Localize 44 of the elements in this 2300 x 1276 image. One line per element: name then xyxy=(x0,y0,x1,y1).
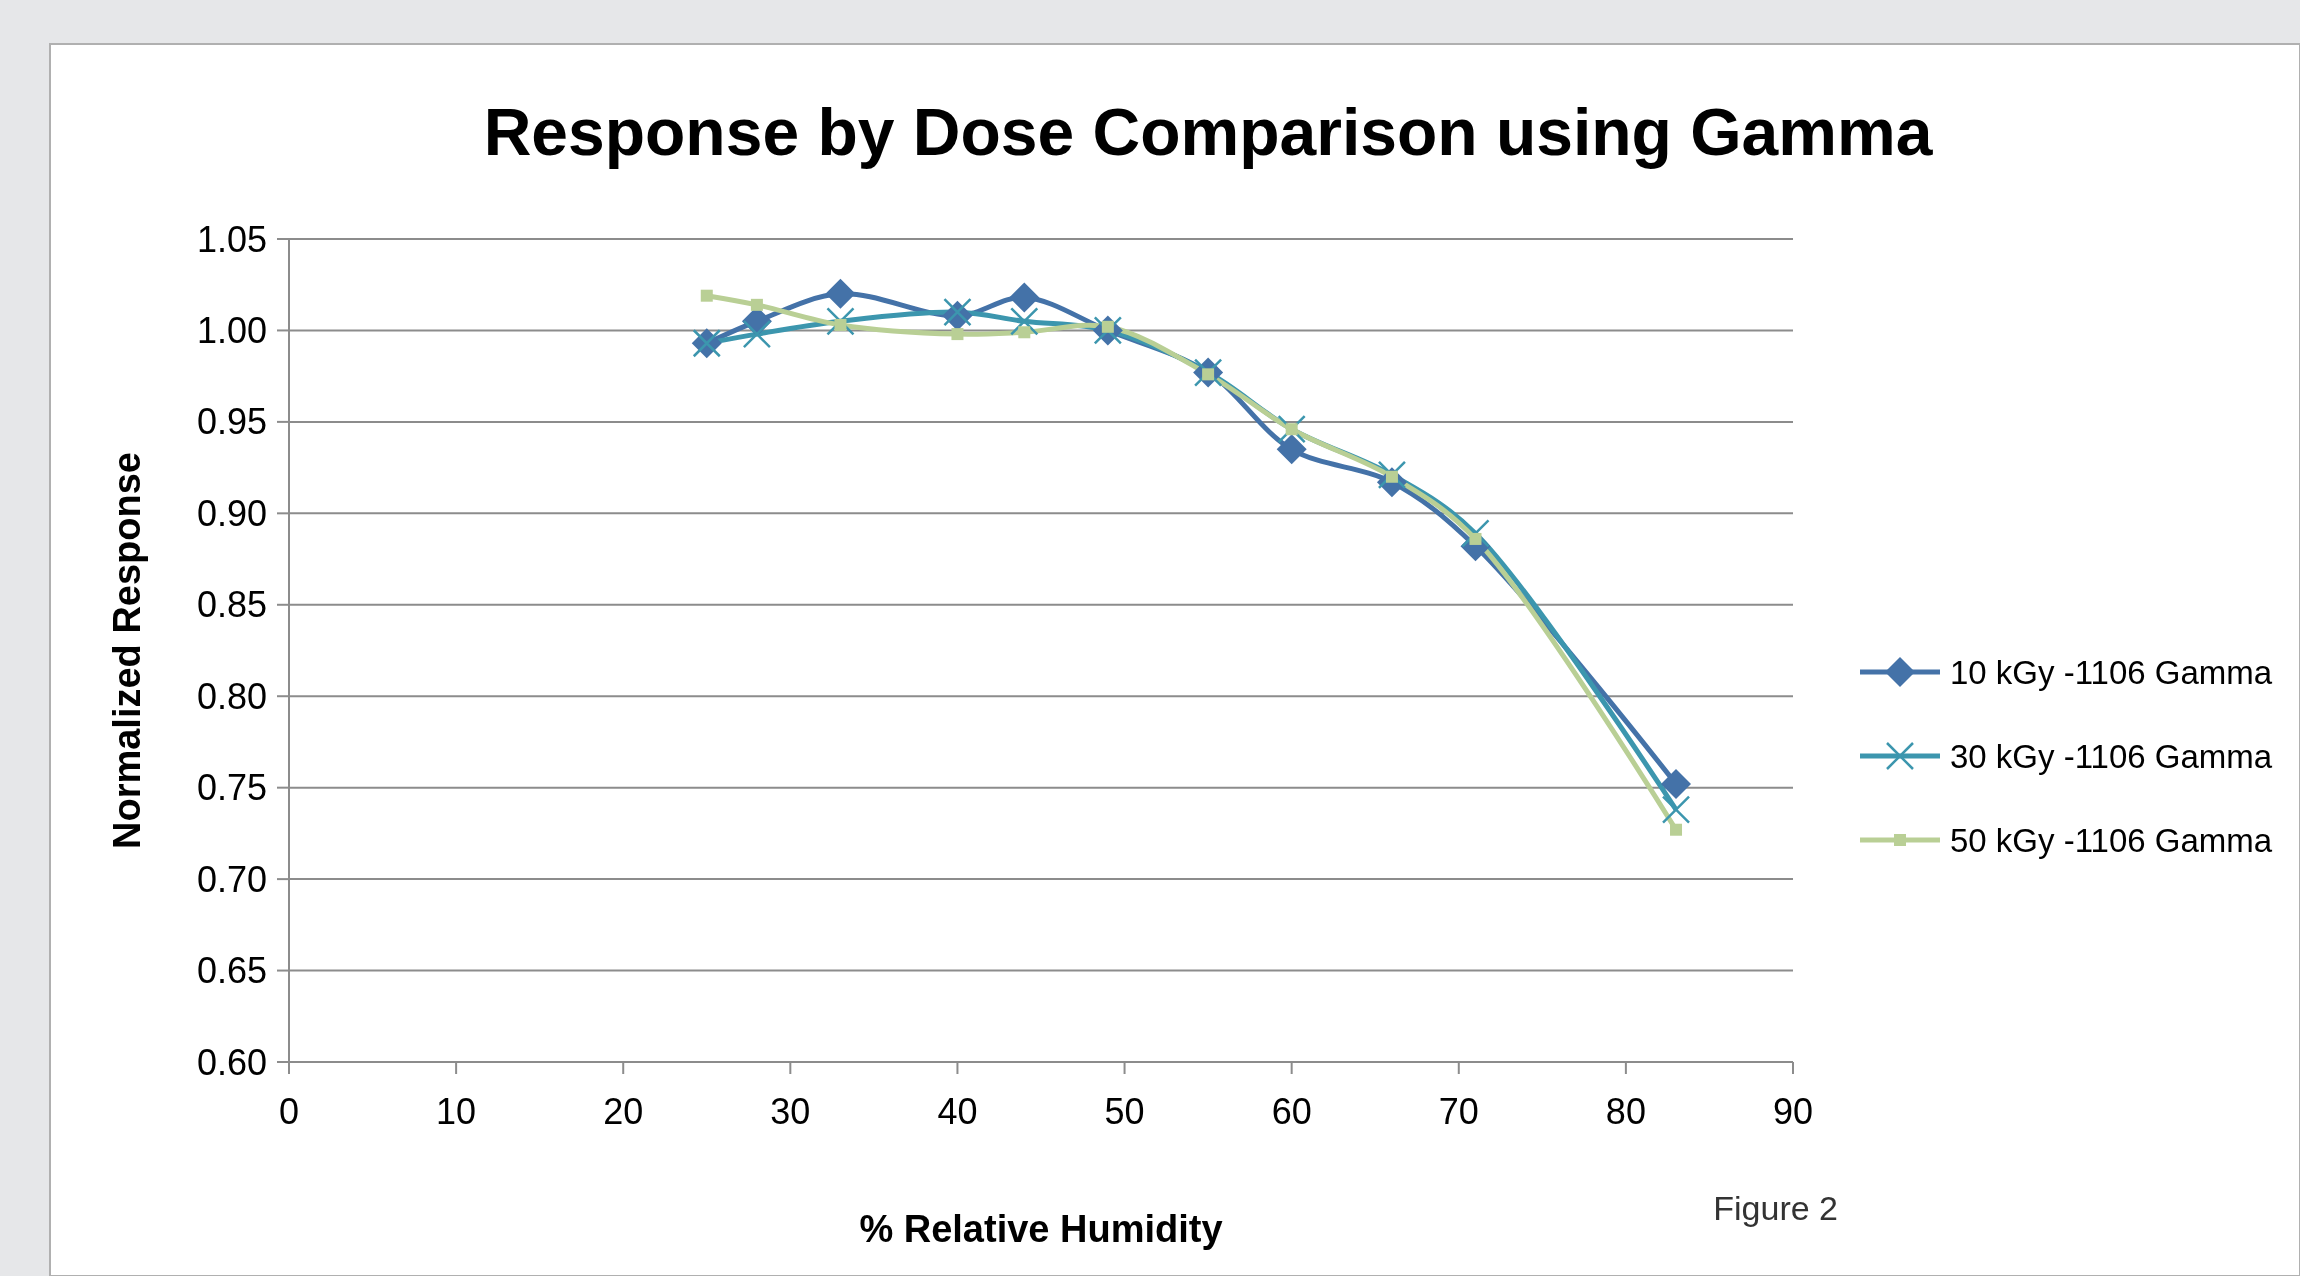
x-tick-label: 40 xyxy=(937,1091,978,1132)
point xyxy=(825,278,856,309)
point xyxy=(1009,282,1040,313)
point xyxy=(1010,307,1039,336)
y-tick-label: 0.85 xyxy=(196,584,267,626)
y-tick-label: 0.90 xyxy=(196,492,267,534)
legend-label: 10 kGy -1106 Gamma xyxy=(1950,653,2273,691)
caption: Figure 2 xyxy=(1713,1189,1838,1227)
y-tick-label: 0.95 xyxy=(196,401,267,443)
x-axis-title: % Relative Humidity xyxy=(859,1208,1223,1250)
point xyxy=(1276,434,1307,465)
x-tick-label: 70 xyxy=(1438,1091,1479,1132)
point xyxy=(834,318,847,331)
point xyxy=(1018,326,1031,339)
y-tick-label: 0.75 xyxy=(196,767,267,809)
y-tick-label: 1.05 xyxy=(196,218,267,260)
point xyxy=(1469,532,1482,545)
point xyxy=(1661,769,1692,800)
y-tick-label: 1.00 xyxy=(196,310,267,352)
x-tick-label: 60 xyxy=(1271,1091,1312,1132)
y-tick-label: 0.70 xyxy=(196,858,267,900)
x-tick-label: 50 xyxy=(1104,1091,1145,1132)
y-tick-label: 0.80 xyxy=(196,675,267,717)
x-tick-label: 20 xyxy=(603,1091,644,1132)
point xyxy=(1377,460,1407,490)
y-tick-label: 0.65 xyxy=(196,950,267,992)
point xyxy=(951,328,964,341)
x-tick-label: 80 xyxy=(1605,1091,1646,1132)
x-tick-label: 90 xyxy=(1772,1091,1814,1132)
chart-title: Response by Dose Comparison using Gamma xyxy=(483,95,1934,169)
y-tick-label: 0.60 xyxy=(196,1041,267,1083)
x-tick-label: 30 xyxy=(770,1091,811,1132)
point xyxy=(700,289,713,302)
point xyxy=(750,298,763,311)
point xyxy=(742,319,772,349)
x-tick-label: 0 xyxy=(278,1091,300,1132)
point xyxy=(1670,823,1683,836)
point xyxy=(826,307,855,336)
legend-label: 30 kGy -1106 Gamma xyxy=(1950,737,2273,775)
y-axis-title: Normalized Response xyxy=(106,452,148,849)
point xyxy=(1285,423,1298,436)
x-tick-label: 10 xyxy=(436,1091,477,1132)
point xyxy=(1661,795,1691,824)
legend-label: 50 kGy -1106 Gamma xyxy=(1950,821,2273,859)
